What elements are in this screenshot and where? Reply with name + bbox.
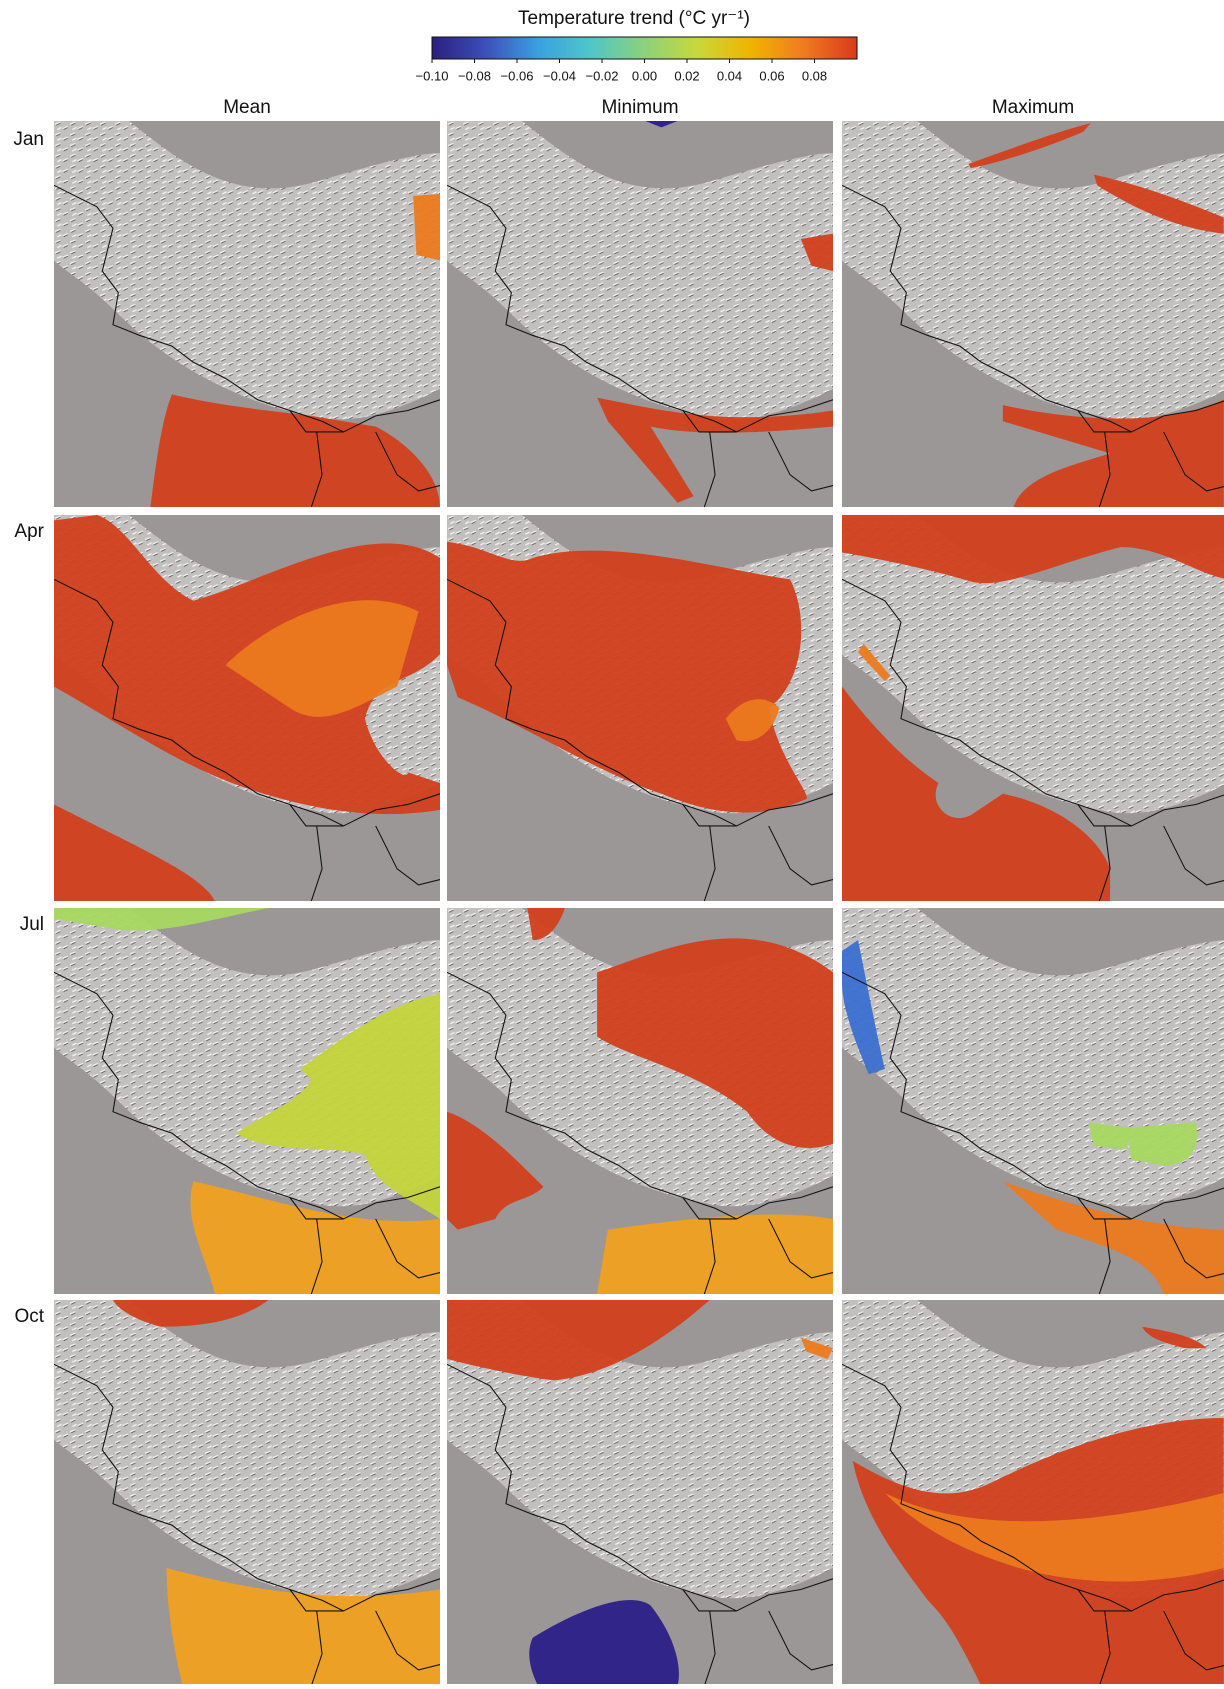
map-panel	[447, 515, 833, 901]
colorbar-tick-label: −0.06	[501, 68, 534, 83]
colorbar-tick-label: 0.00	[632, 68, 657, 83]
map-panel	[54, 515, 440, 901]
trend-area	[1126, 1122, 1197, 1165]
map-panel	[54, 1300, 440, 1684]
map-panel	[447, 908, 833, 1294]
map-panel	[842, 515, 1224, 901]
column-header: Minimum	[601, 97, 678, 118]
figure: Temperature trend (°C yr⁻¹) −0.10 −0.08 −0…	[0, 0, 1224, 1684]
colorbar-tick-label: 0.08	[802, 68, 827, 83]
map-panel	[842, 1300, 1224, 1684]
map-panel	[54, 908, 440, 1294]
trend-area	[597, 1215, 833, 1294]
map-panel	[842, 121, 1224, 507]
colorbar-tick-label: −0.08	[458, 68, 491, 83]
colorbar-title: Temperature trend (°C yr⁻¹)	[518, 8, 750, 29]
colorbar-tick-label: 0.06	[759, 68, 784, 83]
colorbar-tick-label: 0.02	[674, 68, 699, 83]
colorbar-tick-label: 0.04	[717, 68, 742, 83]
colorbar	[432, 37, 857, 59]
row-label: Jul	[20, 914, 44, 935]
map-panel	[447, 121, 833, 507]
trend-area	[413, 194, 440, 260]
map-panel	[842, 908, 1224, 1294]
colorbar-tick-label: −0.04	[543, 68, 576, 83]
row-label: Oct	[14, 1306, 44, 1327]
row-label: Apr	[14, 521, 44, 542]
column-header: Mean	[223, 97, 271, 118]
map-panel	[447, 1300, 833, 1684]
colorbar-tick-label: −0.10	[416, 68, 449, 83]
column-header: Maximum	[992, 97, 1074, 118]
row-label: Jan	[13, 129, 44, 150]
colorbar-tick-label: −0.02	[586, 68, 619, 83]
map-panel	[54, 121, 440, 507]
